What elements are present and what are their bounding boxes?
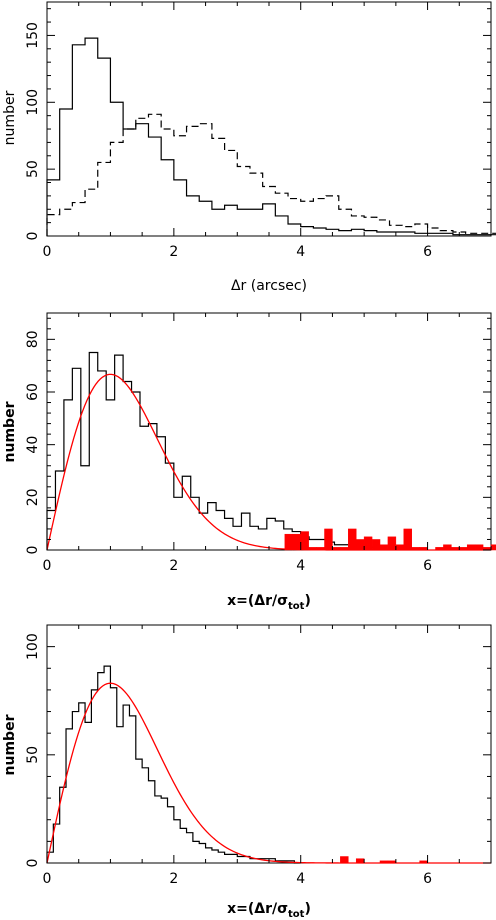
histogram-bar-red xyxy=(363,536,373,551)
x-tick-label: 0 xyxy=(43,871,52,887)
y-tick-label: 0 xyxy=(25,546,41,555)
histogram-bar-red xyxy=(387,536,397,551)
panel-bottom: 0 2 4 6 0 50 100 x=(Δr/σtot) number xyxy=(2,624,492,920)
x-tick-label: 6 xyxy=(423,558,432,574)
y-tick-label: 80 xyxy=(25,330,41,348)
x-tick-label: 2 xyxy=(169,558,178,574)
histogram-bar-red xyxy=(466,544,476,551)
x-tick-label: 6 xyxy=(423,871,432,887)
histogram-bar-red xyxy=(474,544,484,551)
histogram-bar-red xyxy=(292,533,301,551)
x-axis-label: Δr (arcsec) xyxy=(231,278,307,294)
x-axis-label: x=(Δr/σtot) xyxy=(227,593,311,612)
x-axis-label-close: ) xyxy=(304,901,310,917)
y-axis-label: number xyxy=(2,401,18,462)
fit-curve xyxy=(46,373,491,551)
histogram-bar-red xyxy=(371,539,381,551)
histogram-bar-red xyxy=(340,856,349,864)
x-axis-label-close: ) xyxy=(304,593,310,609)
y-axis-label: number xyxy=(2,90,18,145)
y-tick-label: 50 xyxy=(25,746,41,764)
histogram-solid-series xyxy=(46,37,496,236)
x-tick-label: 6 xyxy=(423,244,432,260)
histogram-bar-red xyxy=(395,544,405,551)
histogram-bar-red xyxy=(355,539,365,551)
x-tick-label: 4 xyxy=(296,244,305,260)
histogram-bar-red xyxy=(379,544,389,551)
x-tick-label: 4 xyxy=(296,871,305,887)
y-tick-label: 100 xyxy=(25,633,41,660)
x-tick-label: 4 xyxy=(296,558,305,574)
fit-curve xyxy=(46,682,491,864)
histogram-bar-red xyxy=(348,528,357,551)
histogram-bar-red xyxy=(324,528,333,551)
histogram-bar-red xyxy=(300,531,309,551)
x-tick-label: 0 xyxy=(43,558,52,574)
histogram-bar-red xyxy=(443,544,452,551)
x-axis-label-main: x=(Δr/σ xyxy=(227,593,288,609)
x-axis-label: x=(Δr/σtot) xyxy=(227,901,311,920)
plot-frame xyxy=(46,624,492,864)
x-axis-label-subscript: tot xyxy=(288,601,305,612)
y-tick-label: 100 xyxy=(25,89,41,116)
panel-top: 0 2 4 6 0 50 100 150 Δr (arcsec) number xyxy=(2,1,496,294)
y-tick-label: 60 xyxy=(25,383,41,401)
y-tick-label: 0 xyxy=(25,232,41,241)
plot-frame xyxy=(46,1,492,237)
histogram-dashed-series xyxy=(46,113,496,236)
y-tick-label: 150 xyxy=(25,22,41,49)
x-axis-label-subscript: tot xyxy=(288,909,305,920)
y-tick-label: 20 xyxy=(25,488,41,506)
y-tick-label: 50 xyxy=(25,160,41,178)
y-tick-label: 0 xyxy=(25,859,41,868)
histogram-bar-red xyxy=(284,533,294,551)
histogram-solid-series xyxy=(46,665,301,864)
y-tick-label: 40 xyxy=(25,436,41,454)
plot-frame xyxy=(46,312,492,551)
histogram-bar-red xyxy=(403,528,412,551)
histogram-bar-red xyxy=(490,544,496,551)
x-tick-label: 2 xyxy=(169,244,178,260)
x-tick-label: 2 xyxy=(169,871,178,887)
x-tick-label: 0 xyxy=(43,244,52,260)
histogram-solid-series xyxy=(46,351,386,550)
y-axis-label: number xyxy=(2,714,18,775)
x-axis-label-main: x=(Δr/σ xyxy=(227,901,288,917)
